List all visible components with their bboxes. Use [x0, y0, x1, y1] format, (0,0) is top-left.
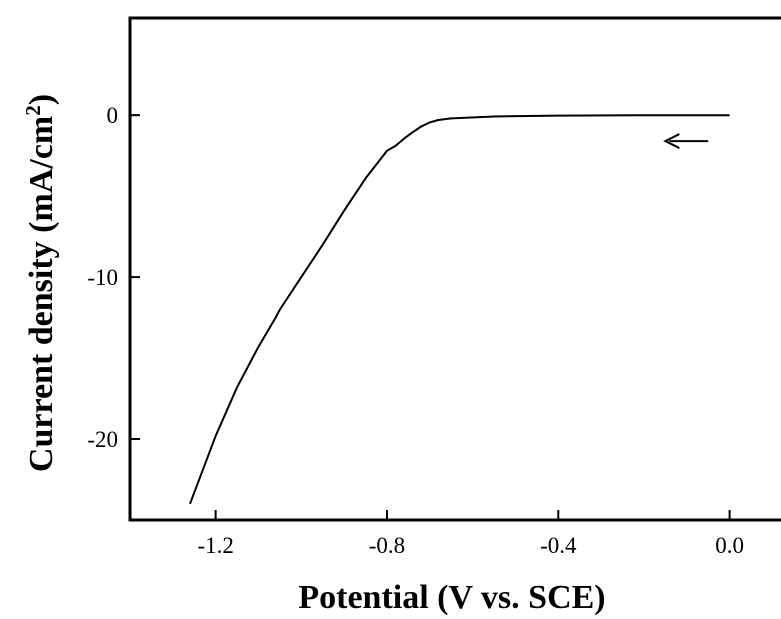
series-line: [189, 114, 730, 505]
y-axis-title-main: Current density (mA/cm: [23, 116, 60, 472]
x-axis-title: Potential (V vs. SCE): [298, 579, 605, 616]
x-tick-label: -0.4: [540, 533, 577, 558]
series-layer: [189, 114, 730, 505]
y-tick-label: -10: [87, 265, 118, 290]
y-tick-label: -20: [87, 427, 118, 452]
y-axis-ticks: 0 -10 -20: [87, 103, 140, 452]
y-axis-title: Current density (mA/cm2): [21, 94, 60, 472]
x-axis-ticks: -1.2 -0.8 -0.4 0.0: [197, 510, 744, 558]
y-tick-label: 0: [107, 103, 119, 128]
y-axis-title-sup: 2: [21, 105, 45, 116]
annotation-layer: [663, 133, 709, 149]
plot-frame: [128, 16, 781, 522]
x-tick-label: -0.8: [369, 533, 405, 558]
x-tick-label: -1.2: [197, 533, 233, 558]
y-axis-title-close: ): [23, 94, 60, 105]
scan-direction-arrow-icon: [663, 133, 709, 149]
x-tick-label: 0.0: [715, 533, 744, 558]
